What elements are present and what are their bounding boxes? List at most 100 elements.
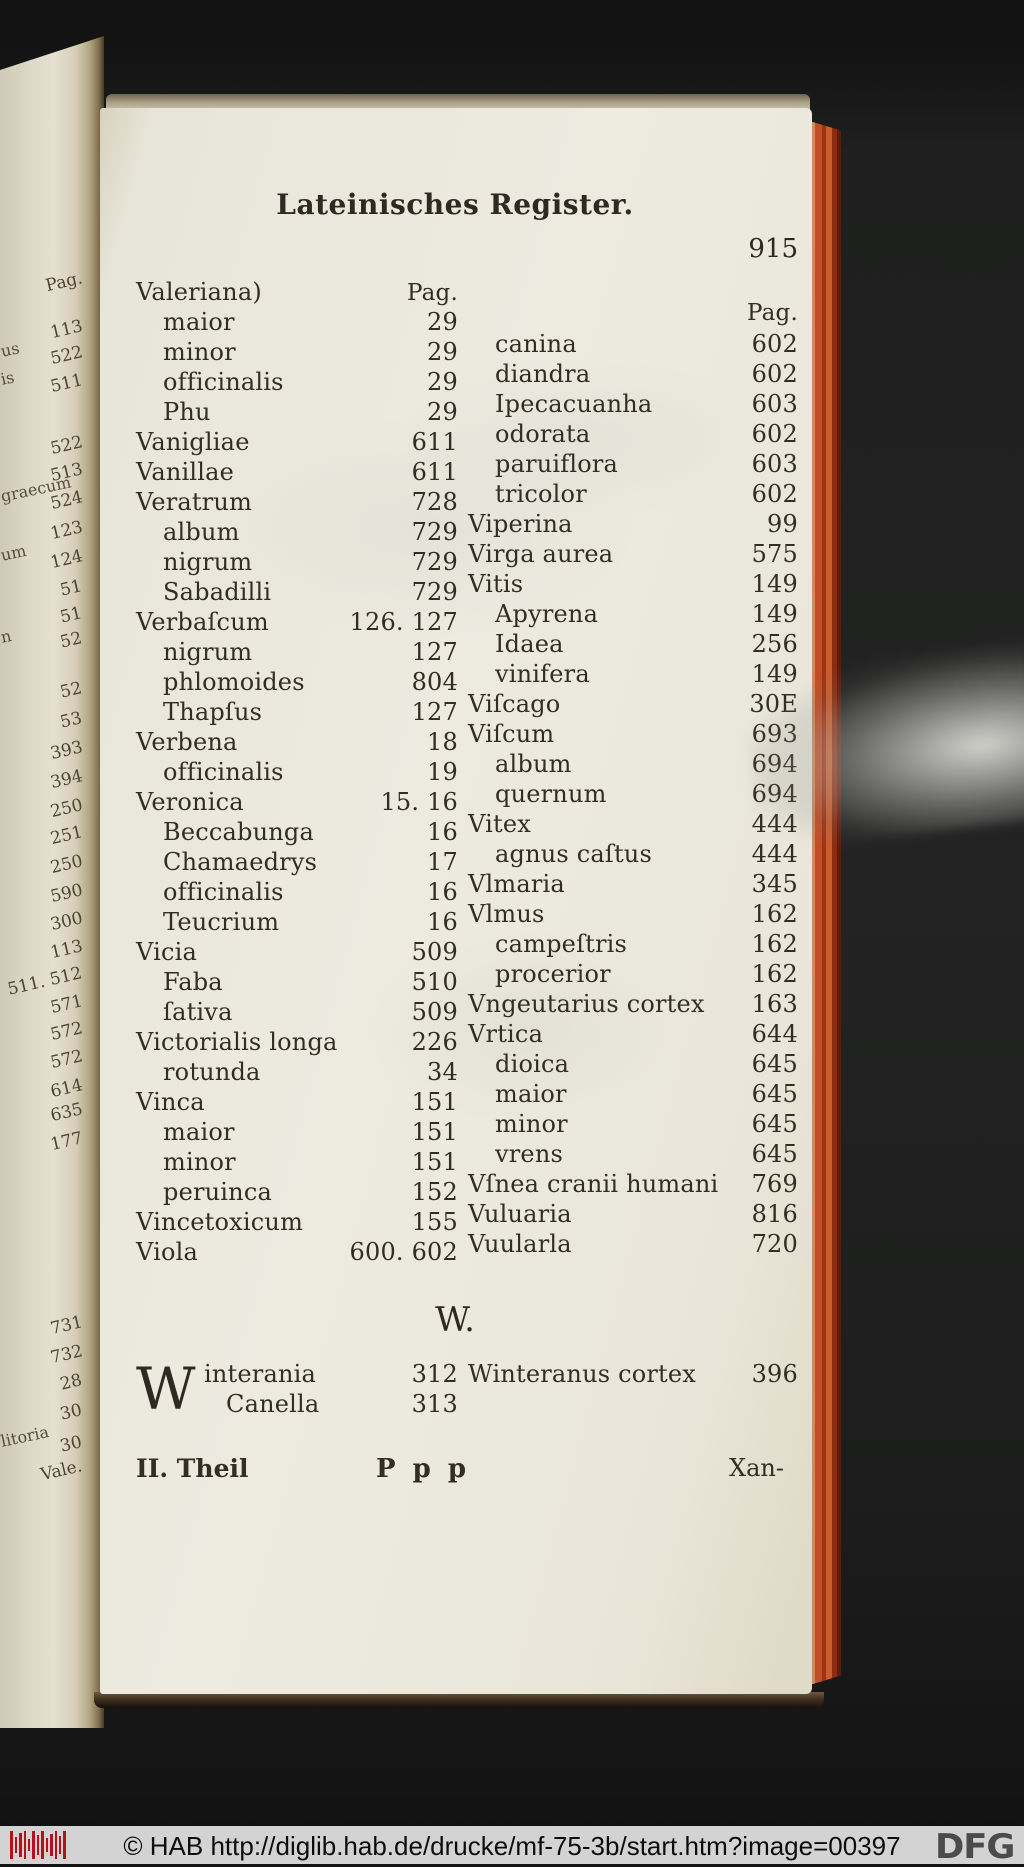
entry-label: maior <box>163 1118 235 1146</box>
index-row: Veronica 15. 16 <box>136 788 458 818</box>
index-row: phlomoides 804 <box>136 668 458 698</box>
entry-page: 15. 16 <box>380 788 458 816</box>
entry-label: officinalis <box>163 368 284 396</box>
entry-page: 163 <box>751 990 798 1018</box>
index-row: dioica 645 <box>468 1050 798 1080</box>
entry-label: Ipecacuanha <box>495 390 653 418</box>
facing-page-word-fragment: um <box>0 540 28 565</box>
entry-page: 728 <box>411 488 458 516</box>
index-row: tricolor 602 <box>468 480 798 510</box>
index-row: Thapſus 127 <box>136 698 458 728</box>
entry-page: 17 <box>427 848 458 876</box>
entry-label: Verbena <box>136 728 238 756</box>
facing-page-number-fragment: 53 <box>58 708 85 733</box>
entry-page: 804 <box>411 668 458 696</box>
facing-page-number-fragment: 30 <box>58 1432 85 1457</box>
index-row: procerior 162 <box>468 960 798 990</box>
facing-page-number-fragment: 51 <box>58 603 85 628</box>
facing-page-number-fragment: 251 <box>48 822 85 850</box>
index-row: minor 151 <box>136 1148 458 1178</box>
entry-label: Thapſus <box>163 698 263 726</box>
index-row: nigrum 127 <box>136 638 458 668</box>
entry-label: Vrtica <box>468 1020 544 1048</box>
entry-page: 126. 127 <box>349 608 458 636</box>
facing-page-number-fragment: 511 <box>48 370 85 398</box>
entry-page: 575 <box>751 540 798 568</box>
facing-page-word-fragment: is <box>0 367 17 389</box>
entry-page: 127 <box>411 638 458 666</box>
facing-page-edge: Pag. 113 us 522 is 511 522 513 graecum 524 123 um 12… <box>0 36 104 1728</box>
entry-label: Sabadilli <box>163 578 272 606</box>
entry-page: 162 <box>751 900 798 928</box>
entry-page: Pag. <box>407 280 458 306</box>
entry-label: phlomoides <box>163 668 305 696</box>
entry-label: nigrum <box>163 548 253 576</box>
entry-label: minor <box>163 338 236 366</box>
entry-label: Winteranus cortex <box>468 1360 697 1388</box>
facing-page-number-fragment: 590 <box>48 880 85 908</box>
entry-label: album <box>495 750 572 778</box>
hab-barcode-logo <box>10 1831 66 1859</box>
entry-label: Virga aurea <box>468 540 614 568</box>
index-row: Ipecacuanha 603 <box>468 390 798 420</box>
entry-label: Veratrum <box>136 488 253 516</box>
entry-page: 256 <box>751 630 798 658</box>
entry-page: 19 <box>427 758 458 786</box>
index-row: interania 312 <box>136 1360 458 1390</box>
index-row: maior 29 <box>136 308 458 338</box>
entry-page: 509 <box>411 938 458 966</box>
entry-label: Valeriana) <box>136 278 262 306</box>
entry-label: Beccabunga <box>163 818 314 846</box>
facing-page-number-fragment: 177 <box>48 1128 85 1156</box>
entry-page: 16 <box>427 878 458 906</box>
entry-page: 149 <box>751 570 798 598</box>
entry-page: 645 <box>751 1140 798 1168</box>
dfg-logo: DFG <box>934 1827 1015 1867</box>
index-row: officinalis 19 <box>136 758 458 788</box>
index-row: Vanillae 611 <box>136 458 458 488</box>
index-row: quernum694 <box>468 780 798 810</box>
entry-label: Vanigliae <box>136 428 250 456</box>
index-row: minor 645 <box>468 1110 798 1140</box>
entry-page: 603 <box>751 450 798 478</box>
index-row: vrens 645 <box>468 1140 798 1170</box>
w-section-left: W interania 312 Canella 313 <box>136 1360 458 1420</box>
entry-page: 16 <box>427 818 458 846</box>
entry-label: Vanillae <box>136 458 235 486</box>
entry-label: quernum <box>495 780 607 808</box>
entry-page: 602 <box>751 480 798 508</box>
index-row: Phu 29 <box>136 398 458 428</box>
entry-label: dioica <box>495 1050 570 1078</box>
entry-label: maior <box>163 308 235 336</box>
index-row: Chamaedrys 17 <box>136 848 458 878</box>
entry-page: 34 <box>427 1058 458 1086</box>
entry-page: 18 <box>427 728 458 756</box>
entry-label: interania <box>204 1360 317 1388</box>
entry-page: 155 <box>411 1208 458 1236</box>
facing-page-number-fragment: 572 <box>48 1018 85 1046</box>
entry-label: Viſcago <box>468 690 561 718</box>
entry-page: 396 <box>751 1360 798 1388</box>
entry-label: Vſnea cranii humani <box>468 1170 719 1198</box>
entry-label: Faba <box>163 968 223 996</box>
index-row: maior 645 <box>468 1080 798 1110</box>
entry-page: 151 <box>411 1088 458 1116</box>
entry-label: vinifera <box>495 660 590 688</box>
index-row: album 729 <box>136 518 458 548</box>
index-row: officinalis 29 <box>136 368 458 398</box>
facing-page-number-fragment: Vale. <box>39 1456 85 1486</box>
index-row: ſativa 509 <box>136 998 458 1028</box>
book-bottom-edge <box>94 1692 824 1708</box>
entry-page: 151 <box>411 1148 458 1176</box>
index-row: maior 151 <box>136 1118 458 1148</box>
entry-page: 345 <box>751 870 798 898</box>
entry-page: 611 <box>411 428 458 456</box>
facing-page-number-fragment: 522 <box>48 432 85 460</box>
index-row: diandra 602 <box>468 360 798 390</box>
facing-page-number-fragment: 635 <box>48 1099 85 1127</box>
entry-page: 16 <box>427 908 458 936</box>
entry-label: Phu <box>163 398 211 426</box>
book-fore-edge <box>810 121 841 1685</box>
entry-label: Canella <box>226 1390 320 1418</box>
entry-page: 645 <box>751 1050 798 1078</box>
